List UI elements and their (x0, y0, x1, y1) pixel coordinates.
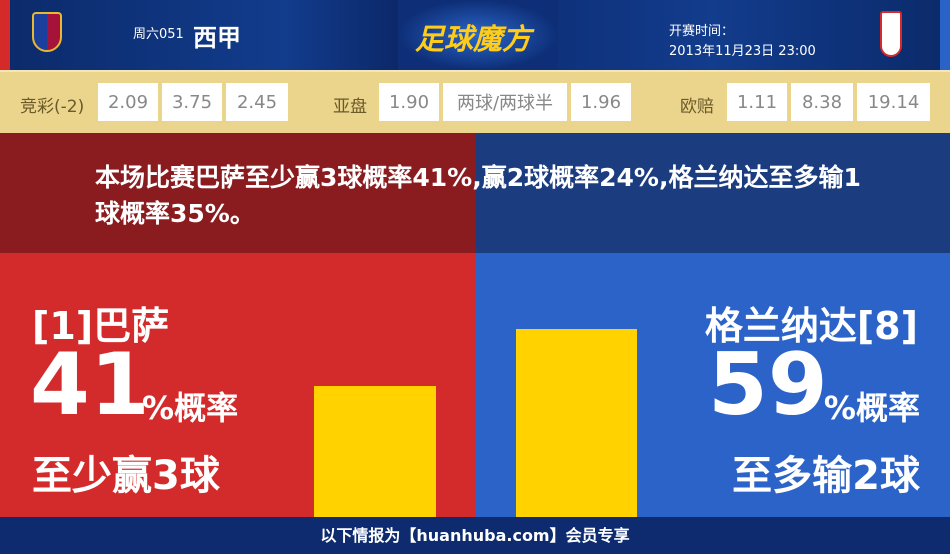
asian-away: 1.96 (571, 83, 631, 121)
home-pct-suffix: %概率 (142, 389, 239, 427)
summary-bg-away (476, 133, 950, 253)
odds-bar: 竞彩(-2) 2.09 3.75 2.45 亚盘 1.90 两球/两球半 1.9… (0, 70, 950, 133)
jingcai-loss: 2.45 (226, 83, 288, 121)
home-panel: [1]巴萨 41 %概率 至少赢3球 (0, 253, 476, 517)
away-color-strip (940, 0, 950, 70)
league: 西甲 (193, 24, 241, 52)
away-panel: 格兰纳达[8] 59 %概率 至多输2球 (476, 253, 950, 517)
away-desc: 至多输2球 (732, 453, 920, 499)
away-pct-suffix: %概率 (823, 389, 920, 427)
home-desc: 至少赢3球 (32, 453, 220, 499)
away-name: 格兰纳达[8] (704, 304, 918, 348)
home-color-strip (0, 0, 10, 70)
footer-member-notice[interactable]: 以下情报为【huanhuba.com】会员专享 (0, 517, 950, 554)
logo: 足球魔方 (415, 22, 532, 56)
summary-text: 本场比赛巴萨至少赢3球概率41%,赢2球概率24%,格兰纳达至多输1球概率35%… (95, 163, 861, 228)
granada-crest-icon (880, 11, 902, 57)
match-number: 周六051 (133, 27, 184, 42)
euro-draw: 8.38 (791, 83, 853, 121)
barcelona-crest-icon (32, 12, 62, 52)
euro-label: 欧赔 (680, 97, 714, 117)
away-pct: 59 (708, 335, 828, 435)
jingcai-win: 2.09 (98, 83, 158, 121)
time-label: 开赛时间： (669, 24, 735, 39)
logo-bg (398, 0, 558, 70)
away-probability-bar (516, 329, 637, 517)
summary-bg-home (0, 133, 476, 253)
jingcai-draw: 3.75 (162, 83, 222, 121)
jingcai-label: 竞彩(-2) (20, 97, 85, 117)
asian-handicap: 两球/两球半 (443, 83, 567, 121)
time-value: 2013年11月23日 23:00 (669, 44, 816, 59)
home-probability-bar (314, 386, 436, 517)
euro-loss: 19.14 (857, 83, 930, 121)
asian-label: 亚盘 (333, 97, 367, 117)
home-name: [1]巴萨 (32, 304, 170, 348)
asian-home: 1.90 (379, 83, 439, 121)
euro-win: 1.11 (727, 83, 787, 121)
home-pct: 41 (30, 335, 150, 435)
